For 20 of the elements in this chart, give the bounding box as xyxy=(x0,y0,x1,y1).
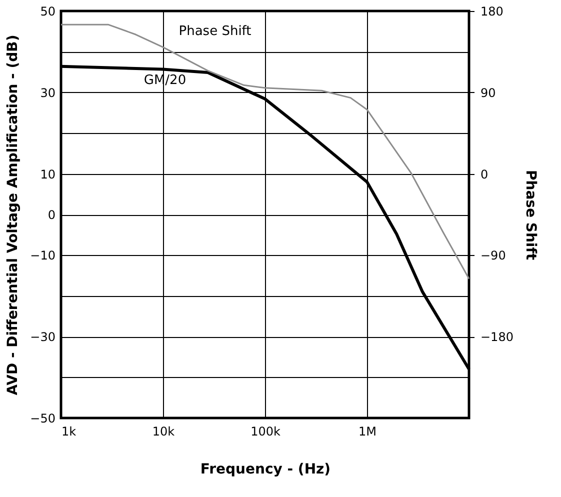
x-tick-label: 1k xyxy=(62,424,76,438)
y-axis-title: AVD - Differential Voltage Amplification - (dB) xyxy=(5,34,22,396)
x-tick-label: 1M xyxy=(358,424,376,438)
y2-axis-title: Phase Shift xyxy=(522,170,538,260)
y-tick-label: 50 xyxy=(40,4,56,18)
y-tick-label: 30 xyxy=(40,86,56,100)
x-tick-label: 100k xyxy=(250,424,280,438)
y-tick-label: 0 xyxy=(48,208,56,222)
y2-tick-label: 180 xyxy=(480,4,504,18)
y2-tick-label: −180 xyxy=(480,330,514,344)
x-axis-title: Frequency - (Hz) xyxy=(200,462,331,478)
y-tick-label: 10 xyxy=(40,167,56,182)
y-tick-label: −10 xyxy=(30,248,56,263)
x-tick-label: 10k xyxy=(152,424,175,438)
y2-tick-label: 90 xyxy=(480,86,496,100)
y2-tick-label: 0 xyxy=(480,167,488,182)
y-tick-label: −30 xyxy=(30,330,56,344)
series-label: Phase Shift xyxy=(178,24,252,40)
y2-tick-label: −90 xyxy=(480,248,506,263)
y-tick-label: −50 xyxy=(30,412,56,426)
